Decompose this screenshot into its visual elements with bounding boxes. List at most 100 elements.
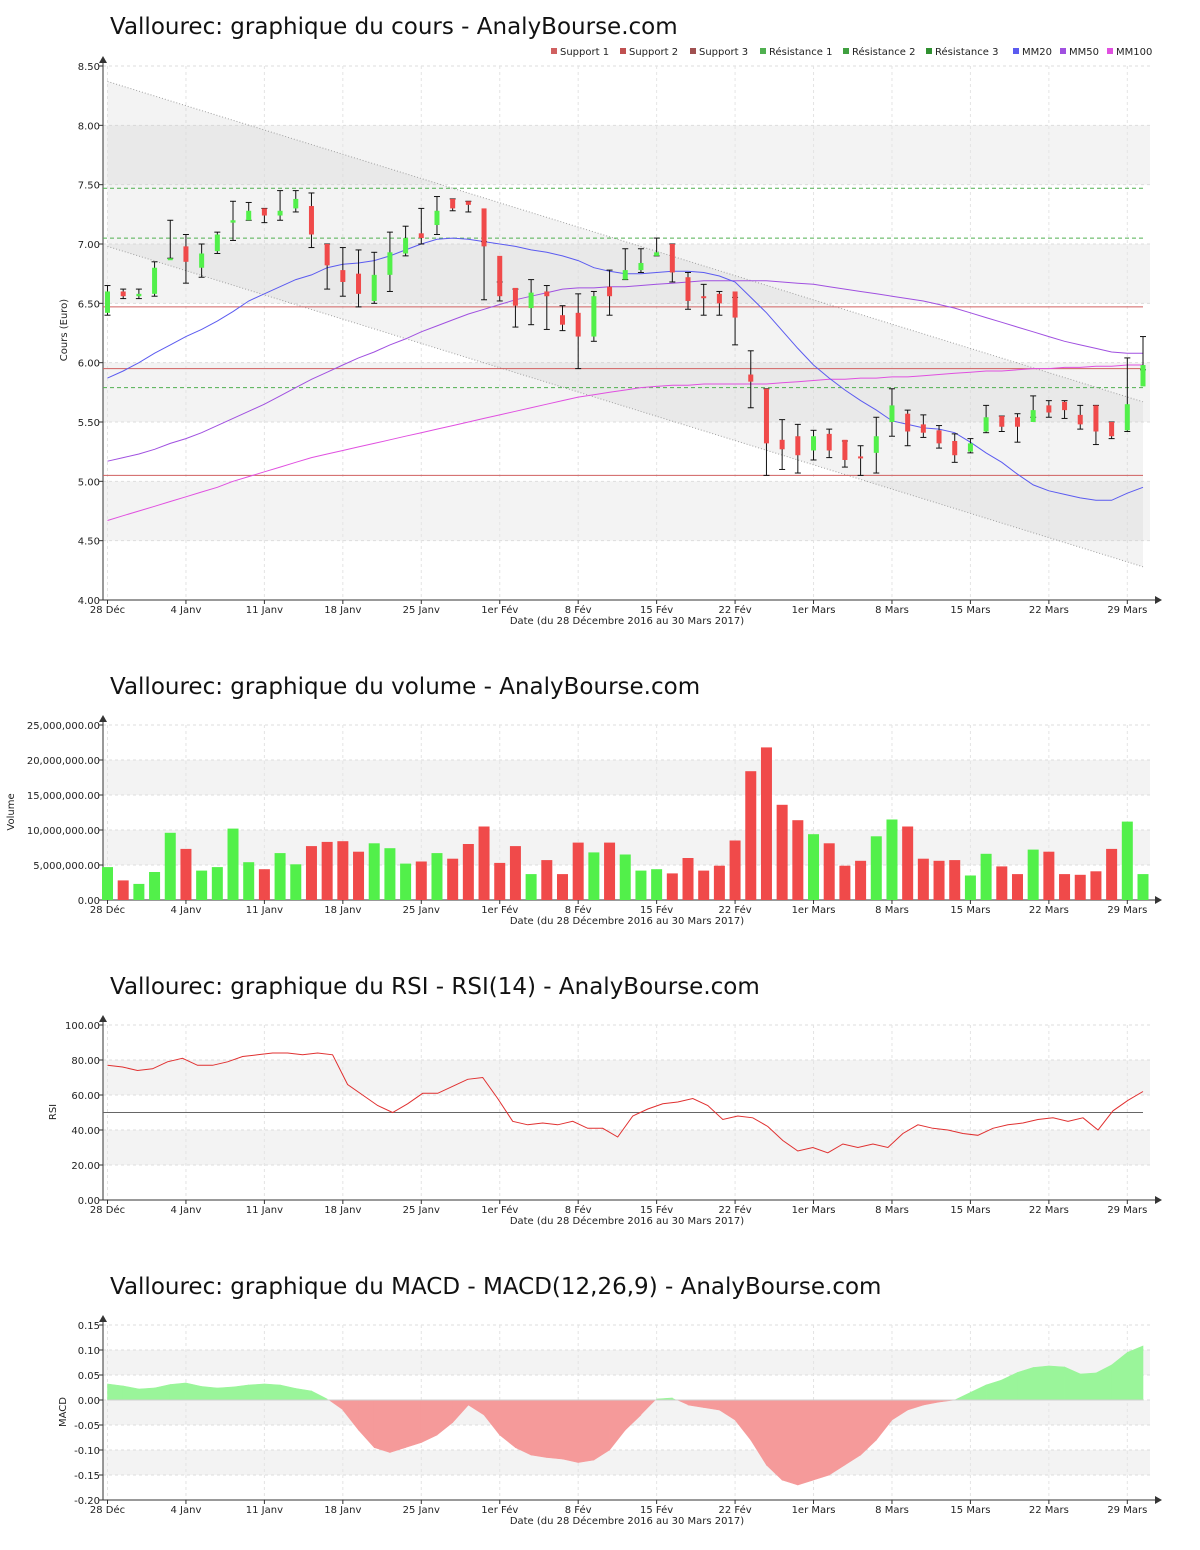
price-band — [103, 362, 1150, 422]
macd-area-segment — [797, 1399, 814, 1486]
candle-body — [889, 405, 895, 422]
macd-area-segment — [185, 1382, 202, 1401]
candle-body — [199, 253, 205, 268]
volume-xtick-label: 8 Fév — [565, 904, 592, 916]
volume-bar — [964, 875, 976, 900]
volume-bar — [556, 874, 568, 900]
candle-body — [920, 424, 926, 433]
candle-body — [1077, 414, 1083, 425]
candle-body — [983, 417, 989, 432]
volume-bar — [447, 858, 459, 900]
volume-bar — [729, 840, 741, 900]
candle-body — [371, 274, 377, 301]
macd-area-segment — [499, 1399, 516, 1449]
candle-body — [654, 252, 660, 256]
volume-bar — [855, 860, 867, 900]
volume-bar — [133, 883, 145, 900]
macd-area-segment — [546, 1399, 563, 1460]
candle-body — [356, 273, 362, 294]
macd-band — [103, 1450, 1150, 1475]
rsi-band — [103, 1130, 1150, 1165]
rsi-ytick-label: 100.00 — [65, 1021, 100, 1032]
macd-area-segment — [515, 1399, 532, 1456]
volume-x-axis-arrow — [1155, 896, 1162, 904]
price-xtick-label: 28 Déc — [90, 604, 125, 616]
rsi-xtick-label: 11 Janv — [246, 1205, 283, 1216]
rsi-y-axis-arrow — [99, 1015, 107, 1022]
rsi-ytick-label: 60.00 — [71, 1091, 100, 1102]
volume-bar — [698, 870, 710, 900]
volume-y-axis-label: Volume — [6, 793, 17, 830]
volume-bar — [713, 865, 725, 900]
volume-chart: Vallourec: graphique du volume - AnalyBo… — [6, 674, 1162, 927]
price-y-axis-label: Cours (Euro) — [59, 299, 70, 362]
macd-xtick-label: 4 Janv — [171, 1505, 202, 1516]
volume-bar — [525, 874, 537, 900]
volume-bar — [933, 860, 945, 900]
macd-xtick-label: 15 Fév — [640, 1504, 673, 1516]
volume-xtick-label: 1er Fév — [481, 904, 518, 916]
price-xtick-label: 8 Mars — [875, 605, 909, 616]
macd-xtick-label: 11 Janv — [246, 1505, 283, 1516]
macd-ytick-label: -0.20 — [74, 1496, 100, 1507]
candle-body — [183, 246, 189, 262]
candle-body — [858, 456, 864, 459]
macd-area-segment — [483, 1399, 501, 1436]
legend-swatch — [551, 48, 557, 54]
volume-x-axis-label: Date (du 28 Décembre 2016 au 30 Mars 201… — [510, 915, 744, 927]
macd-ytick-label: -0.10 — [74, 1446, 100, 1457]
candle-body — [622, 270, 628, 280]
candle-body — [559, 315, 565, 325]
candle-body — [324, 244, 330, 266]
price-xtick-label: 15 Mars — [950, 605, 990, 616]
candle-body — [387, 252, 393, 275]
volume-bar — [635, 870, 647, 900]
macd-ytick-label: 0.05 — [78, 1371, 100, 1382]
candle-body — [685, 277, 691, 301]
macd-area-segment — [373, 1399, 391, 1453]
volume-xtick-label: 28 Déc — [90, 904, 125, 916]
macd-area-segment — [1017, 1367, 1034, 1401]
volume-ytick-label: 20,000,000.00 — [27, 756, 100, 767]
price-ytick-label: 8.00 — [78, 121, 100, 132]
candle-body — [418, 233, 424, 239]
volume-bar — [823, 843, 835, 900]
price-ytick-label: 5.50 — [78, 418, 100, 429]
macd-xtick-label: 1er Fév — [481, 1504, 518, 1516]
candle-body — [967, 443, 973, 452]
candle-body — [873, 436, 879, 453]
volume-xtick-label: 22 Fév — [718, 904, 751, 916]
volume-bar — [666, 873, 678, 900]
volume-y-axis-arrow — [99, 715, 107, 722]
rsi-xtick-label: 29 Mars — [1107, 1205, 1147, 1216]
macd-xtick-label: 22 Mars — [1029, 1505, 1069, 1516]
rsi-band — [103, 1060, 1150, 1095]
candle-body — [230, 220, 236, 223]
price-ytick-label: 8.50 — [78, 62, 100, 73]
legend-swatch — [690, 48, 696, 54]
candle-body — [528, 292, 534, 309]
legend-swatch — [1107, 48, 1113, 54]
candle-body — [512, 287, 518, 306]
candle-body — [811, 436, 817, 451]
candle-body — [1046, 405, 1052, 413]
rsi-ytick-label: 80.00 — [71, 1056, 100, 1067]
volume-xtick-label: 1er Mars — [792, 905, 836, 916]
macd-area-segment — [295, 1388, 312, 1401]
volume-bar — [509, 846, 521, 900]
candle-body — [136, 293, 142, 297]
price-x-axis-label: Date (du 28 Décembre 2016 au 30 Mars 201… — [510, 615, 744, 627]
volume-bar — [400, 863, 412, 900]
macd-y-axis-arrow — [99, 1315, 107, 1322]
price-ytick-label: 5.00 — [78, 477, 100, 488]
candle-body — [1062, 401, 1068, 411]
macd-xtick-label: 8 Fév — [565, 1504, 592, 1516]
volume-bar — [1137, 874, 1149, 900]
macd-chart-title: Vallourec: graphique du MACD - MACD(12,2… — [110, 1274, 881, 1300]
candle-body — [999, 416, 1005, 427]
volume-ytick-label: 10,000,000.00 — [27, 826, 100, 837]
volume-bar — [902, 826, 914, 900]
candle-body — [607, 286, 613, 297]
legend-label: MM50 — [1069, 47, 1099, 58]
